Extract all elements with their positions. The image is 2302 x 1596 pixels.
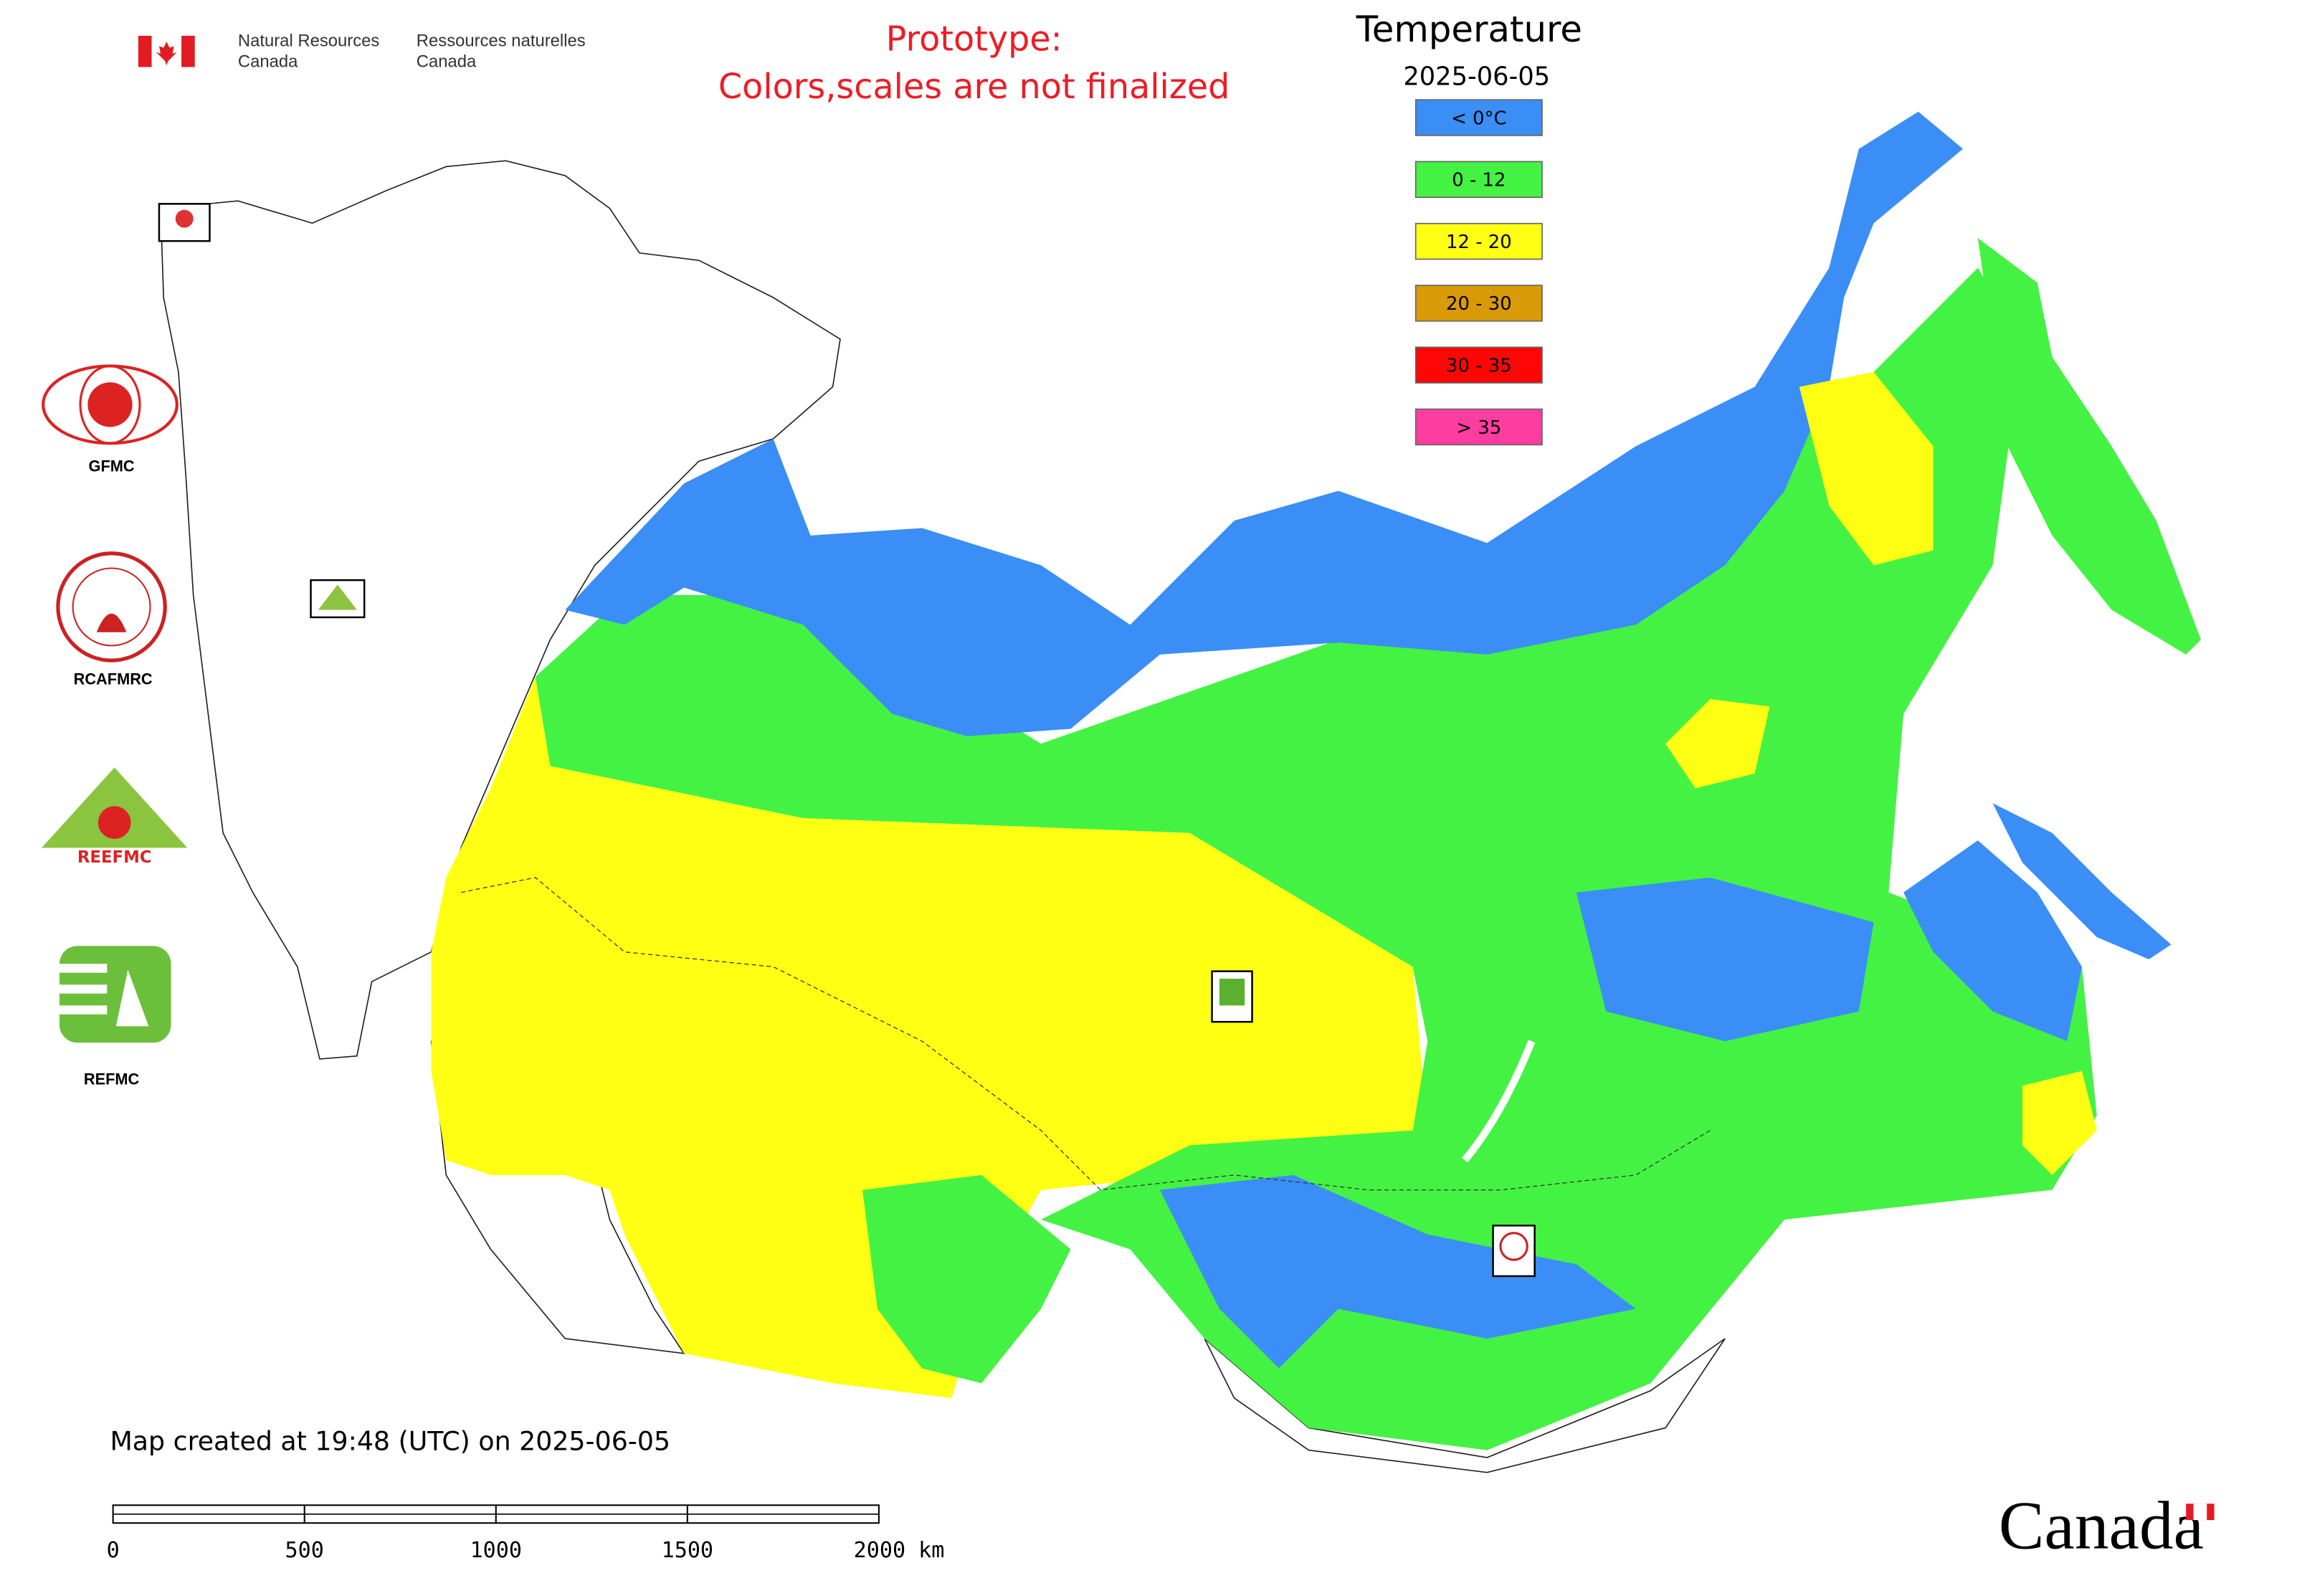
legend-title: Temperature	[1356, 9, 1582, 50]
logo-stripe	[59, 984, 108, 994]
temp-12-20	[2022, 1070, 2097, 1175]
scale-label: 500	[285, 1538, 324, 1563]
legend-label: < 0°C	[1451, 108, 1506, 129]
logo-band	[42, 847, 188, 866]
scale-label: 2000 km	[854, 1538, 945, 1563]
scale-label: 1500	[662, 1538, 713, 1563]
notice: Prototype:	[886, 20, 1062, 60]
logo-refmc: REFMC	[59, 946, 171, 1088]
legend-date: 2025-06-05	[1403, 62, 1550, 91]
legend-swatch	[1414, 99, 1543, 136]
legend-label: 20 - 30	[1446, 293, 1512, 315]
nrcan-signature: Natural Resources Canada Ressources natu…	[138, 31, 586, 71]
legend-label: > 35	[1456, 417, 1501, 439]
logo-tree	[115, 969, 149, 1027]
logo-text: REEFMC	[77, 848, 152, 867]
logo-flame	[87, 382, 133, 427]
marker-icon	[1499, 1232, 1528, 1261]
scale-label: 0	[107, 1538, 120, 1563]
marker-icon	[1219, 979, 1245, 1006]
legend-swatch	[1414, 161, 1543, 199]
nrcan-en: Natural Resources	[238, 31, 380, 50]
logo-label: GFMC	[89, 457, 135, 475]
legend-label: 12 - 20	[1446, 232, 1512, 253]
temp-0-12	[1977, 238, 2201, 655]
logo-stripe	[59, 1005, 108, 1015]
nrcan-fr: Canada	[417, 52, 477, 71]
western-countries	[160, 160, 841, 1060]
wordmark-flag-center	[2193, 1504, 2207, 1521]
logo-ring	[72, 567, 151, 647]
temp-below-0	[1903, 840, 2083, 1042]
nrcan-fr: Ressources naturelles	[417, 31, 586, 50]
legend-swatch	[1414, 222, 1543, 260]
marker-icon	[318, 584, 357, 610]
legend-label: 0 - 12	[1452, 170, 1506, 191]
logo-ring	[56, 551, 167, 662]
mongolia-china	[1204, 1338, 1726, 1473]
marker-icon	[175, 209, 194, 228]
temp-below-0	[1992, 803, 2172, 960]
maple-leaf	[156, 42, 177, 66]
temp-12-20	[1665, 699, 1770, 789]
legend-swatch	[1414, 346, 1543, 384]
legend-swatch	[1414, 285, 1543, 322]
legend-label: 30 - 35	[1446, 356, 1512, 377]
temp-12-20	[431, 676, 1428, 1398]
border	[460, 877, 1711, 1191]
flag-bar	[138, 35, 152, 67]
logo-ring	[79, 364, 141, 445]
map	[160, 111, 2201, 1473]
logo-rcafmrc: RCAFMRC	[56, 551, 167, 688]
scale-bar: 0 500 1000 1500 2000 km	[107, 1504, 945, 1563]
logo-flame	[96, 613, 127, 632]
notice: Colors,scales are not finalized	[718, 67, 1230, 107]
scale-label: 1000	[470, 1538, 522, 1563]
logo-stripe	[59, 964, 108, 973]
temp-below-0	[1159, 1174, 1636, 1369]
lake-baikal	[1462, 1040, 1536, 1163]
logo-gfmc: GFMC	[42, 364, 179, 475]
flag-bar	[181, 35, 195, 67]
temp-below-0	[565, 111, 1964, 736]
logo-tile	[59, 946, 171, 1043]
temp-12-20	[1799, 371, 1934, 566]
nrcan-en: Canada	[238, 52, 298, 71]
footer-note: Map created at 19:48 (UTC) on 2025-06-05	[110, 1426, 670, 1457]
canada-wordmark: Canada	[1999, 1487, 2204, 1563]
logo-label: REFMC	[84, 1070, 140, 1088]
legend: < 0°C 0 - 12 12 - 20 20 - 30 30 - 35 > 35	[1414, 99, 1543, 446]
logo-flame	[97, 806, 131, 840]
legend-swatch	[1414, 408, 1543, 446]
logo-label: RCAFMRC	[74, 670, 153, 688]
temp-below-0	[1576, 877, 1874, 1042]
logo-reefmc: REEFMC	[42, 767, 188, 867]
temp-0-12	[862, 1174, 1071, 1384]
